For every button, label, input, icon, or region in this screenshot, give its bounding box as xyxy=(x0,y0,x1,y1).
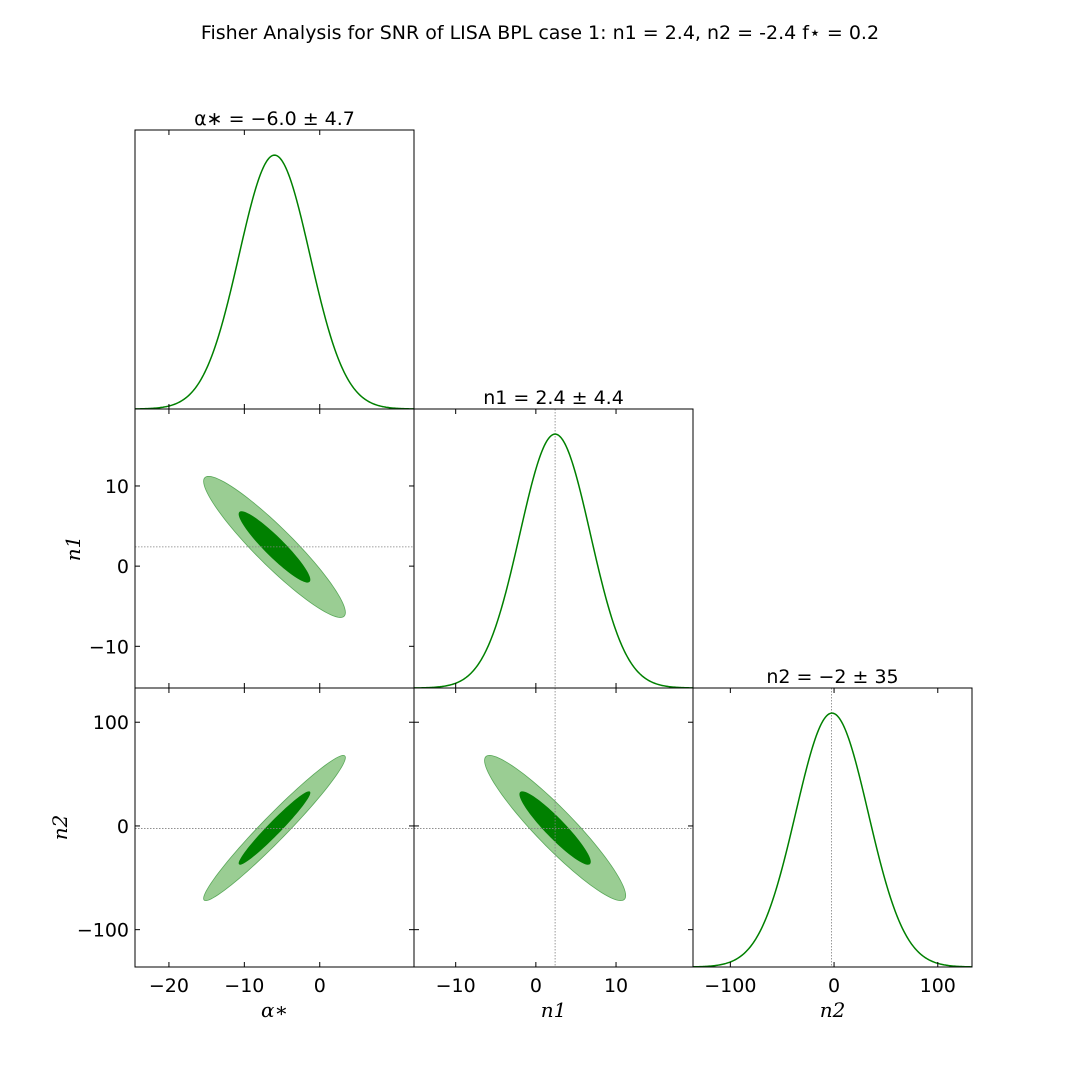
panel-n1-n2: −10 0 10 n1 xyxy=(413,687,694,1022)
marginal-curve-n2 xyxy=(693,712,972,967)
y-tick-label: 100 xyxy=(93,712,129,734)
marginal-curve-α∗ xyxy=(135,154,414,409)
panel-α∗-α∗: α∗ = −6.0 ± 4.7 xyxy=(134,108,415,410)
panel-title-n2: n2 = −2 ± 35 xyxy=(766,666,898,688)
panel-title-n1: n1 = 2.4 ± 4.4 xyxy=(483,387,624,409)
panel-content xyxy=(414,688,693,967)
panel-frame xyxy=(413,408,694,689)
panel-content xyxy=(414,409,693,688)
y-tick-label: 0 xyxy=(117,556,129,578)
x-tick-label: −100 xyxy=(704,975,756,997)
y-axis-label-n1: n1 xyxy=(61,536,85,562)
panel-content xyxy=(135,475,414,618)
figure-title: Fisher Analysis for SNR of LISA BPL case… xyxy=(201,22,879,44)
marginal-curve-n1 xyxy=(414,433,693,688)
x-tick-label: 0 xyxy=(314,975,326,997)
x-tick-label: −20 xyxy=(149,975,189,997)
x-tick-label: 100 xyxy=(920,975,956,997)
panel-frame xyxy=(692,687,973,968)
y-tick-label: −100 xyxy=(77,920,129,942)
x-axis-label-α∗: α∗ xyxy=(261,998,288,1022)
y-tick-label: 10 xyxy=(105,476,129,498)
y-tick-label: −10 xyxy=(89,636,129,658)
x-tick-label: 0 xyxy=(828,975,840,997)
panel-α∗-n1: −10 0 10 n1 xyxy=(61,408,415,689)
panel-title-α∗: α∗ = −6.0 ± 4.7 xyxy=(194,108,355,130)
x-tick-label: 0 xyxy=(530,975,542,997)
panel-n2-n2: n2 = −2 ± 35 −100 0 100 n2 xyxy=(692,666,973,1022)
contour-1sigma-α∗-n2 xyxy=(238,791,311,865)
panel-content xyxy=(135,154,414,409)
y-axis-label-n2: n2 xyxy=(48,815,72,841)
panel-content xyxy=(693,688,972,967)
x-tick-label: 10 xyxy=(604,975,628,997)
x-tick-label: −10 xyxy=(436,975,476,997)
panel-frame xyxy=(134,129,415,410)
panel-n1-n1: n1 = 2.4 ± 4.4 xyxy=(413,387,694,689)
x-axis-label-n1: n1 xyxy=(541,998,567,1022)
x-tick-label: −10 xyxy=(224,975,264,997)
contour-1sigma-n1-n2 xyxy=(519,791,591,865)
panel-content xyxy=(135,755,414,902)
x-axis-label-n2: n2 xyxy=(820,998,846,1022)
y-tick-label: 0 xyxy=(117,816,129,838)
